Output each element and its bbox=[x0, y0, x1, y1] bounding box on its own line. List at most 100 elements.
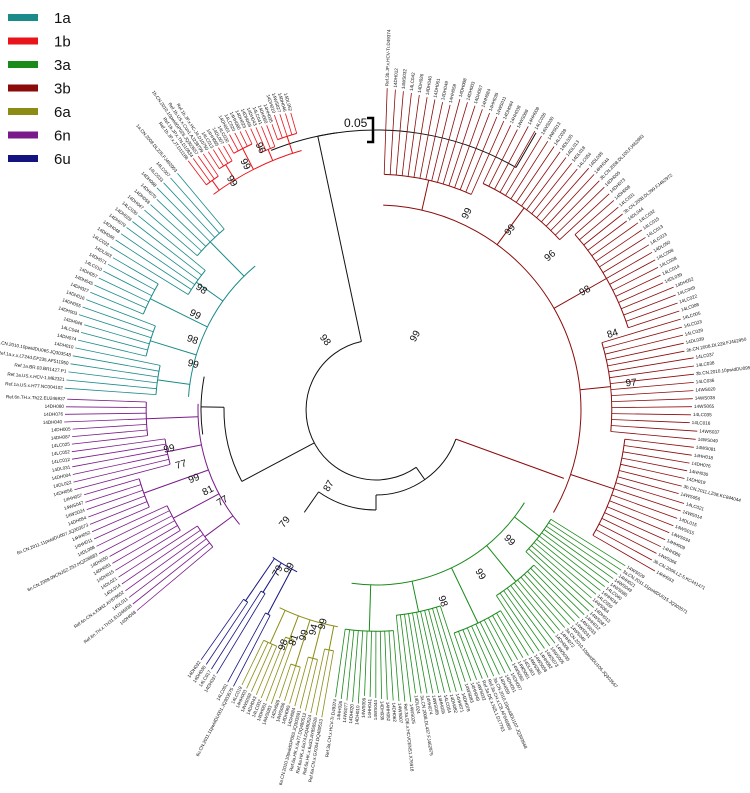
tip-branch bbox=[71, 443, 166, 460]
tip-branch bbox=[620, 463, 685, 479]
backbone-arc bbox=[317, 129, 517, 168]
tip-branch bbox=[260, 636, 286, 699]
tip-branch bbox=[494, 126, 529, 190]
clade-internal-arc bbox=[482, 183, 561, 241]
tip-branch bbox=[531, 545, 592, 599]
tip-label: 14DH005 bbox=[51, 426, 71, 432]
tip-label: 14DH087 bbox=[51, 434, 71, 441]
bootstrap-value: 99 bbox=[317, 617, 330, 631]
tip-label: 14DH062 bbox=[391, 702, 397, 722]
tip-branch bbox=[64, 418, 147, 423]
tip-label: 14WS014 bbox=[682, 509, 703, 520]
tip-label: 14HH057 bbox=[63, 493, 83, 503]
tip-branch bbox=[74, 464, 171, 491]
tip-label: 14DH035 bbox=[379, 701, 384, 721]
tip-label: 14DH019 bbox=[686, 476, 706, 485]
tip-label: 14LC025 bbox=[51, 441, 71, 448]
tip-branch bbox=[548, 522, 622, 571]
tip-label: 14HH035 bbox=[263, 103, 274, 123]
tip-label: Ref.6n.CN.x.KM42.AY878652 bbox=[73, 589, 126, 629]
tip-label: 14HH035 bbox=[488, 92, 500, 112]
tip-branch bbox=[506, 587, 551, 647]
tip-label: 14HH055 bbox=[437, 694, 446, 714]
tip-branch bbox=[453, 632, 472, 682]
clade-internal-branch bbox=[267, 568, 293, 615]
bootstrap-value: 96 bbox=[253, 141, 268, 156]
tip-branch bbox=[404, 614, 416, 694]
backbone-arc bbox=[318, 491, 377, 511]
legend-label: 1b bbox=[54, 34, 71, 51]
tip-branch bbox=[623, 294, 676, 316]
tip-branch bbox=[424, 610, 445, 693]
tip-branch bbox=[170, 177, 220, 234]
tip-branch bbox=[412, 612, 428, 694]
tip-branch bbox=[533, 542, 597, 595]
legend-item-1b: 1b bbox=[8, 34, 71, 51]
tip-branch bbox=[538, 535, 605, 588]
tip-branch bbox=[197, 155, 215, 180]
tip-branch bbox=[64, 387, 157, 395]
tip-branch bbox=[482, 125, 512, 184]
tip-branch bbox=[88, 495, 146, 518]
tip-branch bbox=[550, 518, 626, 567]
tip-label: 14WS049 bbox=[697, 437, 718, 444]
tip-branch bbox=[84, 324, 150, 345]
tip-branch bbox=[536, 538, 601, 591]
tip-branch bbox=[546, 525, 618, 575]
tip-label: 14LC044 bbox=[60, 324, 80, 334]
tip-label: 14DH016 bbox=[66, 289, 86, 301]
tip-branch bbox=[488, 617, 513, 662]
bootstrap-value: 77 bbox=[215, 494, 231, 509]
tip-branch bbox=[465, 116, 498, 193]
bootstrap-value: 94 bbox=[307, 623, 321, 637]
tip-label: 14LC012 bbox=[51, 457, 71, 465]
tip-label: Ref.1a.BR.03.BR1427.P1 bbox=[14, 362, 67, 373]
tip-branch bbox=[72, 448, 167, 468]
tip-branch bbox=[379, 631, 382, 699]
tip-branch bbox=[241, 640, 265, 686]
tip-label: 14LC008 bbox=[680, 302, 700, 313]
tip-branch bbox=[86, 299, 156, 327]
tip-branch bbox=[574, 200, 615, 235]
tip-label: 14DH040 bbox=[43, 419, 63, 425]
tip-label: 14WS044 bbox=[373, 700, 378, 721]
tip-label: 14WS083 bbox=[261, 704, 273, 725]
tip-branch bbox=[228, 143, 235, 154]
tip-branch bbox=[530, 567, 580, 619]
tip-branch bbox=[138, 215, 206, 271]
tip-branch bbox=[609, 259, 656, 285]
tip-branch bbox=[96, 510, 170, 547]
tip-branch bbox=[132, 221, 202, 276]
backbone-branch bbox=[241, 442, 315, 482]
tip-branch bbox=[271, 124, 278, 140]
tip-branch bbox=[187, 160, 207, 186]
tip-branch bbox=[595, 229, 643, 262]
bootstrap-value: 99 bbox=[186, 358, 200, 371]
clade-internal-arc bbox=[601, 342, 613, 432]
tip-branch bbox=[94, 284, 147, 309]
tip-branch bbox=[533, 564, 585, 615]
tip-label: 3a.CN.2010.10pwidDU106.JQ303567 bbox=[564, 627, 619, 689]
tip-label: Ref.3a.CH.x.HCV-Tr.D49374 bbox=[324, 698, 337, 757]
tip-branch bbox=[78, 314, 152, 339]
tip-branch bbox=[239, 131, 248, 147]
tip-branch bbox=[499, 592, 540, 652]
clade-internal-arc bbox=[453, 610, 501, 634]
tip-branch bbox=[369, 631, 372, 697]
tip-label: 14DH026 bbox=[417, 73, 425, 93]
tip-branch bbox=[611, 390, 694, 396]
tip-branch bbox=[615, 482, 685, 504]
tip-label: 14DH061 bbox=[433, 78, 442, 98]
bootstrap-value: 99 bbox=[224, 174, 240, 190]
clade-6a: Ref.6a.CN.x.GX004.DQ480513Ref.6a.HK.x.6a… bbox=[230, 607, 338, 786]
tip-branch bbox=[505, 135, 542, 196]
tip-branch bbox=[284, 665, 296, 702]
tip-branch bbox=[545, 174, 595, 227]
tip-branch bbox=[510, 140, 549, 200]
tip-label: 14WS009 bbox=[361, 697, 367, 718]
tip-branch bbox=[428, 609, 451, 693]
clade-internal-branch bbox=[149, 298, 208, 328]
tip-branch bbox=[520, 576, 566, 628]
tip-branch bbox=[266, 125, 276, 147]
tip-branch bbox=[294, 656, 309, 707]
